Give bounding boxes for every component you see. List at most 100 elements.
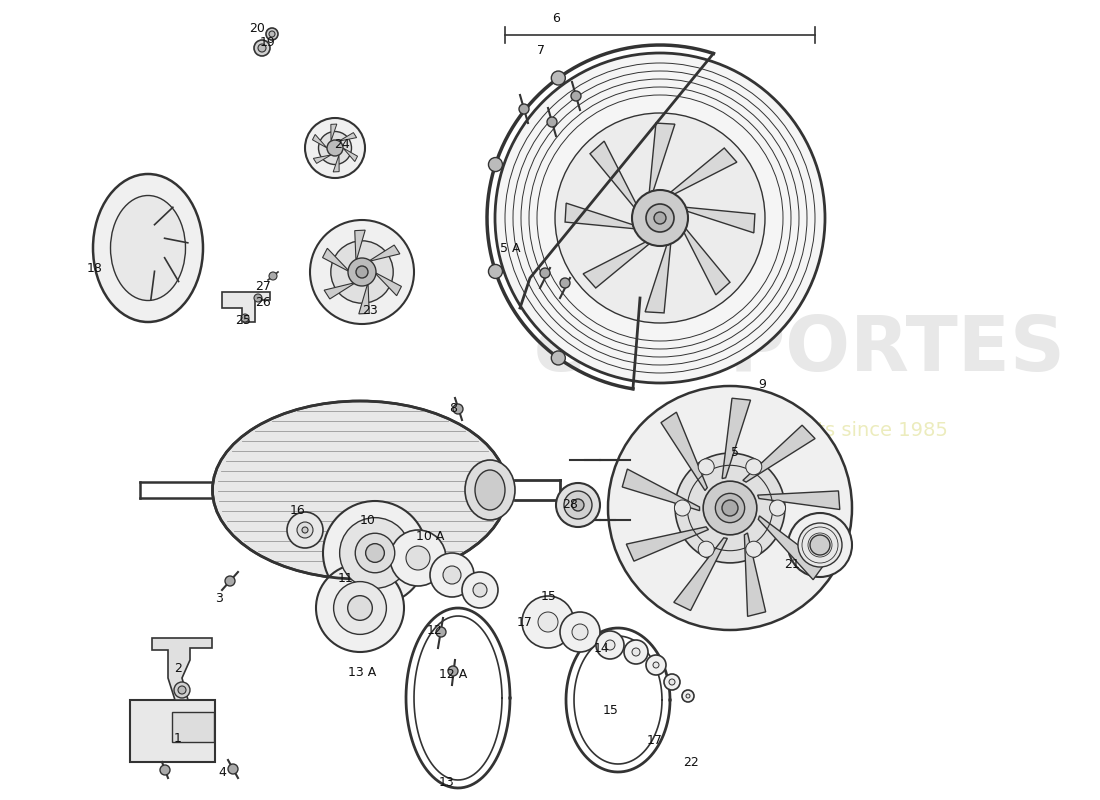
Circle shape [495,53,825,383]
Polygon shape [722,398,750,478]
Text: 24: 24 [334,138,350,151]
Circle shape [302,527,308,533]
Circle shape [333,582,386,634]
Circle shape [798,523,842,567]
Circle shape [430,553,474,597]
Text: 15: 15 [541,590,557,603]
Circle shape [254,294,262,302]
Circle shape [178,686,186,694]
Circle shape [664,674,680,690]
Circle shape [331,241,393,303]
Circle shape [746,542,762,558]
Polygon shape [684,229,730,295]
Circle shape [547,117,557,127]
Circle shape [770,500,785,516]
Circle shape [453,404,463,414]
Circle shape [624,640,648,664]
Text: 4: 4 [218,766,226,778]
Circle shape [355,534,395,573]
Circle shape [560,612,600,652]
Circle shape [571,91,581,101]
Polygon shape [686,207,755,233]
Circle shape [436,627,446,637]
Circle shape [632,190,688,246]
Text: 18: 18 [87,262,103,274]
Text: 13: 13 [439,775,455,789]
Circle shape [512,69,808,367]
Circle shape [698,458,714,474]
Circle shape [551,351,565,365]
Circle shape [605,640,615,650]
Circle shape [258,44,266,52]
Text: 5: 5 [732,446,739,458]
Circle shape [174,682,190,698]
Circle shape [348,258,376,286]
Polygon shape [645,244,671,313]
Polygon shape [368,245,400,262]
Circle shape [495,53,825,383]
Circle shape [560,278,570,288]
Circle shape [810,535,830,555]
Circle shape [746,458,762,474]
Circle shape [228,764,238,774]
Circle shape [556,483,600,527]
Circle shape [519,77,801,359]
Circle shape [674,500,691,516]
Circle shape [608,386,852,630]
Polygon shape [626,527,708,561]
Circle shape [327,140,343,156]
Circle shape [715,494,745,522]
Text: euroPORTES: euroPORTES [534,313,1066,387]
Polygon shape [649,123,675,192]
Text: 8: 8 [449,402,456,414]
Text: 27: 27 [255,279,271,293]
Text: 14: 14 [594,642,609,654]
Ellipse shape [475,470,505,510]
Circle shape [462,572,498,608]
Circle shape [538,612,558,632]
Circle shape [646,204,674,232]
Circle shape [698,542,714,558]
Circle shape [564,491,592,519]
Polygon shape [331,124,337,141]
Circle shape [406,546,430,570]
Polygon shape [322,248,350,272]
Circle shape [488,265,503,278]
Polygon shape [758,491,839,510]
Circle shape [316,564,404,652]
Circle shape [266,28,278,40]
Text: 10 A: 10 A [416,530,444,543]
Circle shape [646,655,666,675]
Polygon shape [222,292,270,322]
Polygon shape [745,533,766,616]
Circle shape [160,765,170,775]
Circle shape [632,648,640,656]
Polygon shape [590,141,636,207]
FancyBboxPatch shape [130,700,214,762]
Text: a passion for parts since 1985: a passion for parts since 1985 [652,421,947,439]
Text: 2: 2 [174,662,182,674]
Circle shape [473,583,487,597]
Polygon shape [152,638,212,700]
Text: 12 A: 12 A [439,667,468,681]
Text: 25: 25 [235,314,251,326]
Polygon shape [374,272,401,296]
Ellipse shape [465,460,515,520]
Circle shape [572,499,584,511]
Text: 1: 1 [174,731,182,745]
Circle shape [543,101,777,335]
Ellipse shape [212,401,507,579]
Circle shape [722,500,738,516]
Polygon shape [623,469,700,510]
Circle shape [654,212,666,224]
Text: 23: 23 [362,303,378,317]
Circle shape [390,530,446,586]
Polygon shape [565,203,634,229]
Circle shape [310,220,414,324]
Text: 13 A: 13 A [348,666,376,678]
Circle shape [703,481,757,535]
Circle shape [686,694,690,698]
Polygon shape [339,133,356,141]
Circle shape [348,596,372,620]
Circle shape [270,31,275,37]
